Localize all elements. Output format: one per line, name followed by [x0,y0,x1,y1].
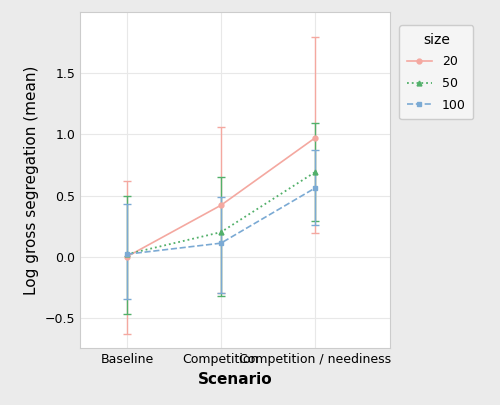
20 [124,254,130,259]
50 [312,170,318,175]
50 [218,230,224,234]
Line: 100: 100 [124,186,318,257]
100 [124,252,130,257]
Legend: 20, 50, 100: 20, 50, 100 [400,25,473,119]
100 [218,241,224,245]
Line: 50: 50 [124,170,318,257]
100 [312,186,318,191]
20 [312,136,318,141]
Y-axis label: Log gross segregation (mean): Log gross segregation (mean) [24,66,39,295]
Line: 20: 20 [124,136,318,259]
X-axis label: Scenario: Scenario [198,372,272,387]
20 [218,203,224,208]
50 [124,252,130,257]
